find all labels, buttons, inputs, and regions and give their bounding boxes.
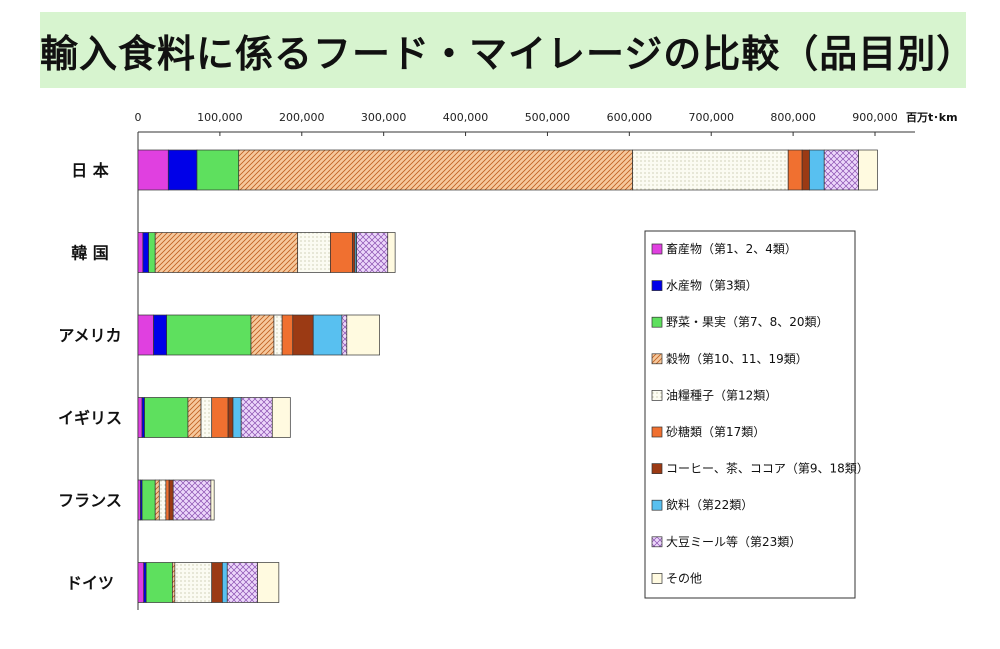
bar-segment: [858, 149, 878, 191]
bar-segment: [137, 562, 145, 603]
legend-label: 砂糖類（第17類）: [666, 424, 765, 439]
category-label: イギリス: [58, 409, 122, 428]
category-label: フランス: [58, 491, 122, 510]
bar-segment: [271, 397, 291, 438]
bar-segment: [137, 149, 169, 191]
bar-segment: [211, 397, 229, 438]
bar-segment: [137, 232, 144, 273]
legend-swatch: [651, 463, 663, 474]
legend-swatch: [651, 573, 663, 584]
legend-label: 油糧種子（第12類）: [666, 388, 777, 402]
legend-swatch: [651, 243, 663, 255]
bar-segment: [257, 562, 280, 603]
bar-segment: [632, 149, 789, 191]
bar-segment: [801, 149, 810, 191]
bar-segment: [346, 314, 380, 356]
legend-box: [644, 230, 856, 599]
bar-segment: [281, 314, 294, 356]
bar-segment: [165, 479, 170, 521]
bar-segment: [273, 314, 283, 356]
legend-swatch: [651, 426, 663, 438]
legend-swatch: [651, 499, 663, 511]
x-tick-label: 600,000: [607, 111, 653, 124]
bar-segment: [137, 314, 154, 356]
bar-segment: [226, 562, 258, 603]
bar-segment: [168, 479, 174, 521]
bar-segment: [232, 397, 242, 438]
x-tick-label: 200,000: [279, 111, 325, 124]
bar-segment: [143, 562, 147, 603]
bar-segment: [187, 397, 202, 438]
bar-segment: [153, 314, 168, 356]
bar-segment: [145, 562, 173, 603]
legend-label: 穀物（第10、11、19類）: [666, 352, 808, 366]
x-tick-label: 500,000: [525, 111, 571, 124]
bar-segment: [167, 149, 198, 191]
legend-swatch: [651, 280, 663, 291]
bar-segment: [158, 479, 167, 521]
x-tick-label: 100,000: [197, 111, 243, 124]
bar-segment: [341, 314, 348, 356]
bar-segment: [141, 397, 145, 438]
category-label: ドイツ: [66, 574, 114, 593]
page-title: 輸入食料に係るフード・マイレージの比較（品目別）: [40, 31, 976, 76]
bar-segment: [221, 562, 228, 603]
bar-segment: [174, 562, 213, 603]
x-tick-label: 300,000: [361, 111, 407, 124]
bar-segment: [211, 562, 223, 603]
category-label: アメリカ: [58, 326, 121, 345]
legend-label: 大豆ミール等（第23類）: [666, 535, 801, 549]
bar-segment: [356, 232, 389, 273]
bar-segment: [297, 232, 331, 273]
bar-segment: [144, 397, 189, 438]
bar-segment: [823, 149, 859, 191]
bar-segment: [240, 397, 273, 438]
bar-segment: [148, 232, 156, 273]
bar-segment: [154, 232, 299, 273]
x-tick-label: 900,000: [852, 111, 898, 124]
bar-segment: [227, 397, 234, 438]
bar-segment: [352, 232, 356, 273]
bar-segment: [137, 397, 143, 438]
bar-segment: [142, 232, 149, 273]
bar-segment: [200, 397, 213, 438]
legend-swatch: [651, 353, 663, 365]
bar-segment: [154, 479, 160, 521]
unit-label: 百万t･km: [906, 111, 958, 124]
x-tick-label: 700,000: [688, 111, 734, 124]
bar-segment: [238, 149, 633, 191]
bar-segment: [172, 562, 176, 603]
x-tick-label: 800,000: [770, 111, 816, 124]
bar-segment: [196, 149, 240, 191]
bar-segment: [141, 479, 156, 521]
legend-label: コーヒー、茶、ココア（第9、18類）: [666, 461, 869, 476]
bar-segment: [387, 232, 396, 273]
bar-segment: [809, 149, 825, 191]
bar-segment: [292, 314, 314, 356]
category-label: 韓 国: [71, 244, 109, 263]
category-label: 日 本: [71, 161, 109, 180]
legend-label: 畜産物（第1、2、4類）: [666, 241, 797, 256]
bar-segment: [137, 479, 141, 521]
legend-label: 野菜・果実（第7、8、20類）: [666, 314, 829, 329]
legend-swatch: [651, 390, 663, 401]
bar-segment: [172, 479, 212, 521]
bar-segment: [166, 314, 252, 356]
bar-segment: [210, 479, 215, 521]
legend-swatch: [651, 316, 663, 328]
bar-segment: [330, 232, 353, 273]
legend-swatch: [651, 536, 663, 548]
legend-label: 飲料（第22類）: [666, 497, 753, 512]
bar-segment: [312, 314, 343, 356]
title-banner: 輸入食料に係るフード・マイレージの比較（品目別）: [40, 12, 976, 88]
legend-label: その他: [666, 571, 702, 585]
x-tick-label: 400,000: [443, 111, 489, 124]
x-tick-label: 0: [135, 111, 142, 124]
bar-segment: [787, 149, 803, 191]
bar-segment: [250, 314, 275, 356]
legend-label: 水産物（第3類）: [666, 278, 758, 293]
